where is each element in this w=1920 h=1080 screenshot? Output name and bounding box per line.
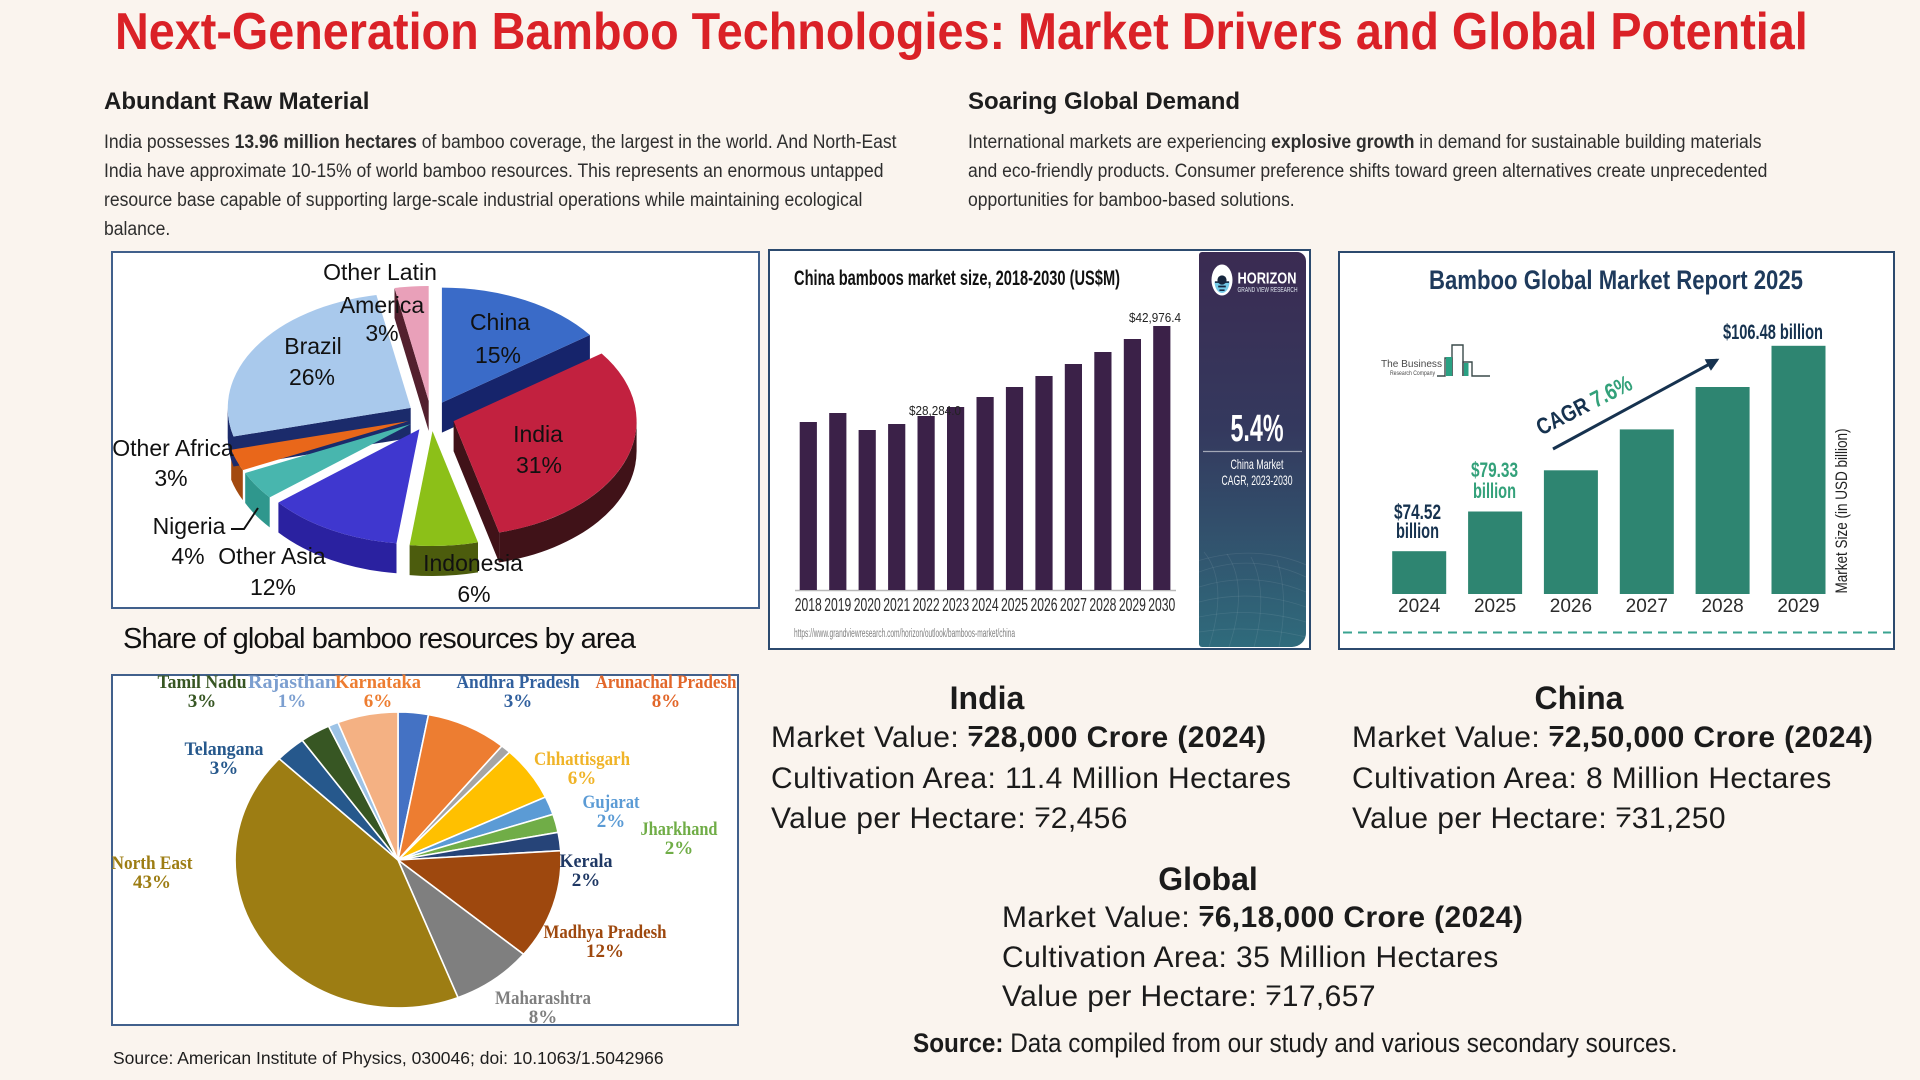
- svg-text:CAGR, 2023-2030: CAGR, 2023-2030: [1222, 472, 1293, 488]
- svg-text:2018: 2018: [795, 595, 822, 615]
- svg-text:6%: 6%: [568, 768, 597, 789]
- svg-text:China Market: China Market: [1231, 456, 1284, 472]
- svg-text:4%: 4%: [171, 543, 204, 569]
- svg-text:2%: 2%: [665, 838, 694, 859]
- svg-text:2025: 2025: [1474, 596, 1516, 617]
- svg-text:15%: 15%: [475, 342, 521, 368]
- svg-text:8%: 8%: [529, 1007, 558, 1028]
- svg-text:Brazil: Brazil: [284, 333, 342, 359]
- svg-text:2024: 2024: [1398, 596, 1441, 617]
- svg-text:Telangana: Telangana: [185, 739, 264, 760]
- svg-text:3%: 3%: [188, 691, 217, 712]
- svg-text:Indonesia: Indonesia: [423, 550, 523, 576]
- svg-text:billion: billion: [1396, 520, 1439, 543]
- svg-text:China bamboos market size, 201: China bamboos market size, 2018-2030 (US…: [794, 267, 1120, 290]
- svg-text:Madhya Pradesh: Madhya Pradesh: [544, 922, 667, 943]
- svg-text:India: India: [513, 421, 563, 447]
- svg-text:Bamboo Global Market Report 20: Bamboo Global Market Report 2025: [1429, 265, 1803, 295]
- svg-text:$28,284.0: $28,284.0: [909, 403, 961, 418]
- svg-text:$42,976.4: $42,976.4: [1129, 310, 1181, 325]
- svg-text:Other Asia: Other Asia: [218, 543, 326, 569]
- svg-text:billion: billion: [1473, 480, 1516, 503]
- svg-text:6%: 6%: [364, 691, 393, 712]
- svg-text:$74.52: $74.52: [1394, 501, 1441, 524]
- svg-text:12%: 12%: [250, 574, 296, 600]
- svg-text:1%: 1%: [278, 691, 307, 712]
- svg-text:8%: 8%: [652, 691, 681, 712]
- svg-text:America: America: [340, 292, 425, 318]
- svg-text:GRAND VIEW RESEARCH: GRAND VIEW RESEARCH: [1238, 287, 1298, 294]
- svg-text:26%: 26%: [289, 364, 335, 390]
- svg-text:5.4%: 5.4%: [1231, 408, 1284, 450]
- svg-text:China: China: [470, 309, 530, 335]
- svg-text:2026: 2026: [1550, 596, 1592, 617]
- svg-text:Other Africa: Other Africa: [112, 435, 234, 461]
- svg-text:2023: 2023: [942, 595, 969, 615]
- svg-text:Research Company: Research Company: [1390, 370, 1436, 377]
- svg-text:2021: 2021: [883, 595, 910, 615]
- svg-text:HORIZON: HORIZON: [1238, 271, 1297, 288]
- svg-text:Andhra Pradesh: Andhra Pradesh: [457, 672, 580, 693]
- svg-text:Tamil Nadu: Tamil Nadu: [158, 672, 247, 693]
- svg-text:$79.33: $79.33: [1471, 459, 1518, 482]
- svg-text:6%: 6%: [457, 581, 490, 607]
- svg-text:2027: 2027: [1626, 596, 1668, 617]
- svg-text:Kerala: Kerala: [560, 851, 613, 872]
- svg-text:2028: 2028: [1701, 596, 1743, 617]
- svg-text:Rajasthan: Rajasthan: [248, 672, 336, 693]
- svg-text:Jharkhand: Jharkhand: [641, 819, 718, 840]
- svg-text:2020: 2020: [854, 595, 881, 615]
- svg-text:2029: 2029: [1119, 595, 1146, 615]
- svg-text:12%: 12%: [586, 941, 624, 962]
- svg-text:https://www.grandviewresearch.: https://www.grandviewresearch.com/horizo…: [794, 628, 1015, 640]
- svg-text:Other Latin: Other Latin: [323, 259, 437, 285]
- svg-text:2024: 2024: [972, 595, 999, 615]
- svg-text:3%: 3%: [365, 320, 398, 346]
- svg-text:Gujarat: Gujarat: [583, 792, 641, 813]
- svg-text:North East: North East: [112, 853, 194, 874]
- svg-text:Karnataka: Karnataka: [335, 672, 421, 693]
- svg-text:Chhattisgarh: Chhattisgarh: [534, 749, 630, 770]
- svg-text:2025: 2025: [1001, 595, 1028, 615]
- svg-text:2030: 2030: [1148, 595, 1175, 615]
- svg-text:2%: 2%: [597, 811, 626, 832]
- svg-text:2028: 2028: [1089, 595, 1116, 615]
- svg-text:2%: 2%: [572, 870, 601, 891]
- svg-text:2027: 2027: [1060, 595, 1087, 615]
- svg-text:Maharashtra: Maharashtra: [495, 988, 591, 1009]
- svg-text:3%: 3%: [154, 465, 187, 491]
- svg-text:43%: 43%: [133, 872, 171, 893]
- svg-text:2022: 2022: [913, 595, 940, 615]
- svg-text:2026: 2026: [1031, 595, 1058, 615]
- svg-text:2029: 2029: [1777, 596, 1819, 617]
- svg-text:3%: 3%: [504, 691, 533, 712]
- svg-text:2019: 2019: [824, 595, 851, 615]
- svg-text:Nigeria: Nigeria: [153, 513, 226, 539]
- svg-text:Arunachal Pradesh: Arunachal Pradesh: [596, 672, 737, 693]
- svg-text:31%: 31%: [516, 452, 562, 478]
- svg-text:Market Size (in USD billion): Market Size (in USD billion): [1832, 429, 1851, 594]
- svg-text:The Business: The Business: [1381, 358, 1442, 370]
- svg-text:3%: 3%: [210, 758, 239, 779]
- svg-text:$106.48 billion: $106.48 billion: [1723, 321, 1823, 344]
